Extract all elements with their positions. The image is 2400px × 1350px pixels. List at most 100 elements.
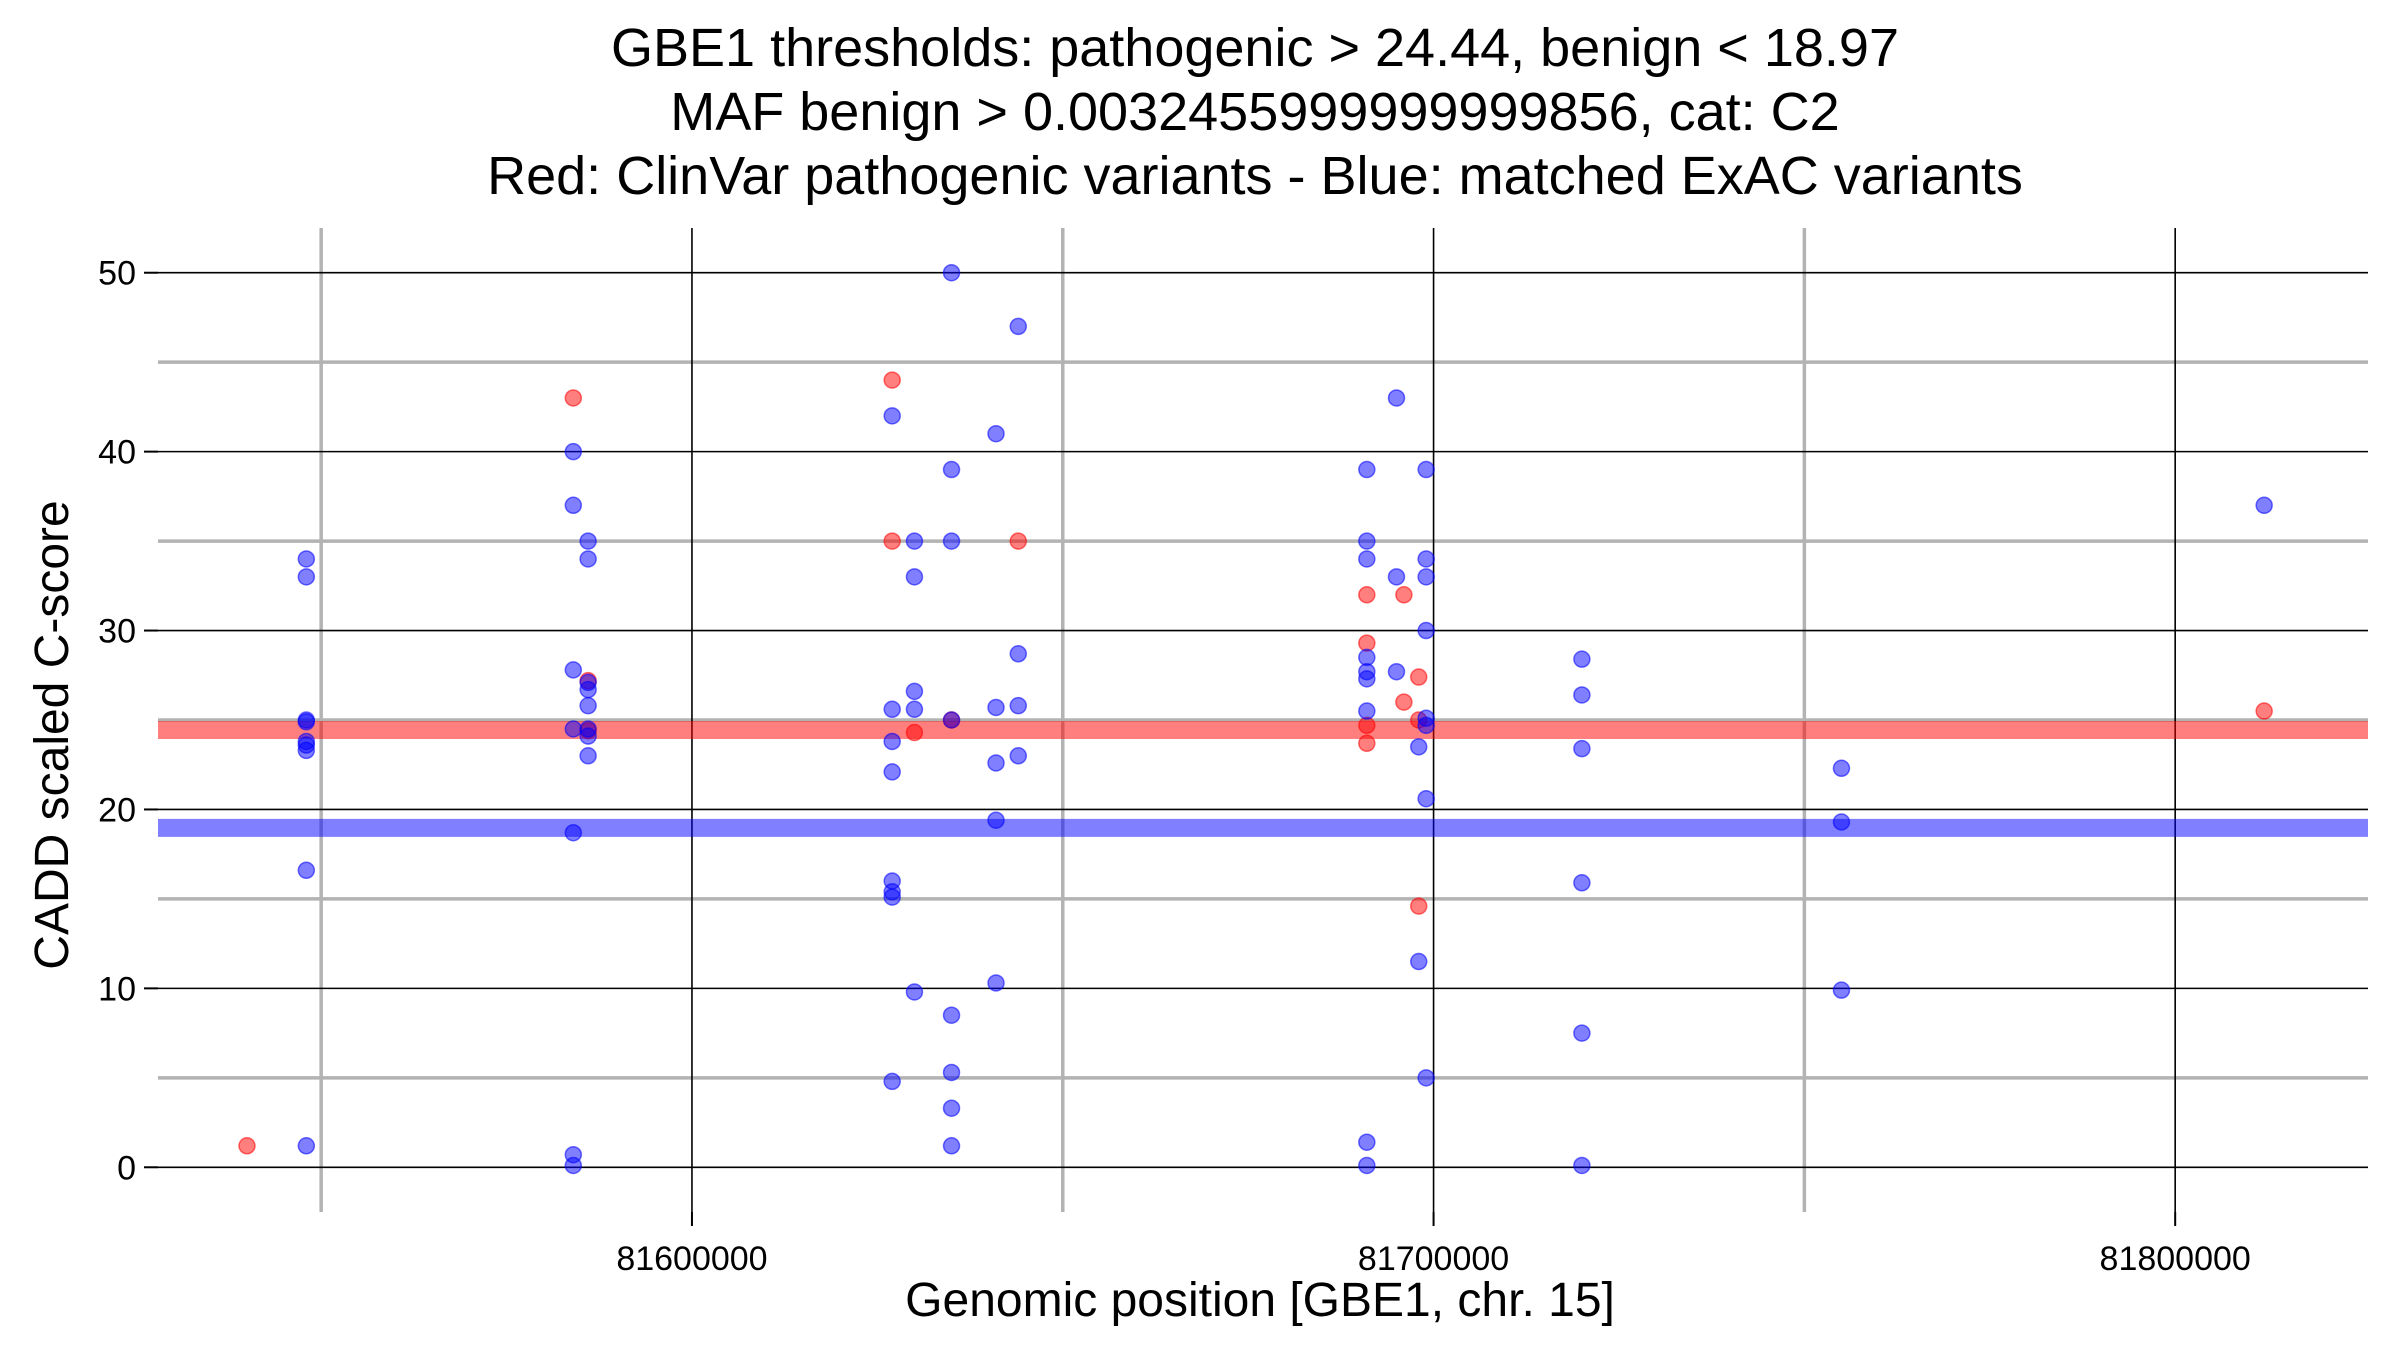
exac-point: [579, 696, 597, 715]
exac-point: [942, 1006, 961, 1024]
title-line-2: MAF benign > 0.0032455999999999856, cat:…: [670, 82, 1839, 142]
minor-gridlines: [158, 228, 2368, 1212]
clinvar-point: [1395, 586, 1413, 604]
exac-point: [1417, 550, 1435, 568]
exac-point: [579, 727, 597, 745]
major-gridlines: [158, 228, 2368, 1212]
exac-point: [579, 550, 597, 568]
exac-point: [942, 532, 961, 550]
data-points: [238, 263, 2273, 1175]
exac-point: [1009, 645, 1028, 663]
exac-point: [297, 1137, 316, 1155]
exac-point: [1573, 739, 1591, 758]
exac-point: [942, 1099, 961, 1117]
exac-point: [1409, 952, 1428, 971]
y-tick-label: 0: [117, 1149, 136, 1187]
exac-point: [1417, 568, 1435, 586]
exac-point: [564, 496, 583, 515]
threshold-lines: [158, 721, 2368, 837]
clinvar-point: [1395, 693, 1413, 711]
exac-point: [297, 568, 316, 586]
exac-point: [1358, 460, 1376, 479]
exac-point: [1417, 789, 1435, 808]
exac-point: [579, 532, 597, 550]
exac-point: [942, 460, 961, 479]
exac-point: [297, 741, 316, 760]
y-tick-label: 10: [98, 970, 136, 1008]
exac-point: [564, 1156, 583, 1175]
exac-point: [1417, 621, 1435, 640]
exac-point: [883, 1072, 901, 1091]
exac-point: [883, 732, 901, 751]
exac-point: [1832, 981, 1851, 999]
clinvar-point: [1409, 668, 1428, 686]
exac-point: [1358, 550, 1376, 568]
clinvar-point: [883, 532, 901, 550]
y-axis-ticks: 0 10 20 30 40 50: [98, 255, 158, 1187]
x-tick-label: 81600000: [616, 1240, 767, 1278]
y-axis-title: CADD scaled C-score: [26, 500, 79, 969]
exac-point: [1573, 1156, 1591, 1175]
exac-point: [942, 263, 961, 282]
exac-point: [1009, 747, 1028, 765]
exac-point: [1387, 568, 1406, 586]
exac-point: [987, 424, 1005, 443]
exac-point: [1409, 738, 1428, 756]
exac-point: [564, 442, 583, 461]
y-tick-label: 40: [98, 434, 136, 472]
exac-point: [1573, 686, 1591, 704]
exac-point: [905, 682, 924, 701]
clinvar-point: [1358, 734, 1376, 753]
clinvar-point: [1009, 532, 1028, 550]
exac-point: [1417, 716, 1435, 735]
exac-point: [1358, 1133, 1376, 1151]
exac-point: [564, 661, 583, 679]
y-tick-label: 20: [98, 791, 136, 829]
exac-point: [1832, 759, 1851, 778]
exac-point: [564, 720, 583, 738]
exac-point: [1417, 460, 1435, 479]
x-axis-title: Genomic position [GBE1, chr. 15]: [905, 1274, 1615, 1327]
exac-point: [1573, 874, 1591, 892]
clinvar-point: [238, 1137, 256, 1155]
exac-point: [1573, 650, 1591, 668]
clinvar-point: [905, 723, 924, 742]
exac-point: [1358, 1156, 1376, 1175]
y-tick-label: 30: [98, 613, 136, 651]
exac-point: [1832, 813, 1851, 831]
exac-point: [1387, 662, 1406, 681]
clinvar-point: [1409, 897, 1428, 915]
exac-point: [1358, 670, 1376, 688]
clinvar-point: [883, 371, 901, 389]
exac-point: [579, 747, 597, 765]
chart-title: GBE1 thresholds: pathogenic > 24.44, ben…: [487, 18, 2023, 206]
exac-point: [1417, 1069, 1435, 1087]
exac-point: [987, 698, 1005, 717]
exac-point: [905, 532, 924, 550]
clinvar-point: [2255, 702, 2273, 720]
x-axis-ticks: 81600000 81700000 81800000: [616, 1212, 2251, 1278]
exac-point: [883, 763, 901, 781]
title-line-3: Red: ClinVar pathogenic variants - Blue:…: [487, 146, 2023, 206]
exac-point: [297, 861, 316, 880]
exac-point: [564, 823, 583, 842]
exac-point: [1573, 1024, 1591, 1042]
exac-point: [987, 974, 1005, 992]
exac-point: [1358, 532, 1376, 550]
exac-point: [883, 407, 901, 425]
exac-point: [297, 713, 316, 731]
exac-point: [942, 711, 961, 729]
clinvar-point: [564, 389, 583, 407]
exac-point: [905, 700, 924, 719]
exac-point: [1358, 702, 1376, 720]
exac-point: [579, 680, 597, 699]
exac-point: [297, 550, 316, 568]
exac-point: [987, 754, 1005, 772]
exac-point: [2255, 496, 2273, 515]
exac-point: [942, 1063, 961, 1082]
exac-point: [883, 700, 901, 719]
title-line-1: GBE1 thresholds: pathogenic > 24.44, ben…: [611, 18, 1899, 78]
x-tick-label: 81800000: [2100, 1240, 2251, 1278]
exac-point: [905, 568, 924, 586]
